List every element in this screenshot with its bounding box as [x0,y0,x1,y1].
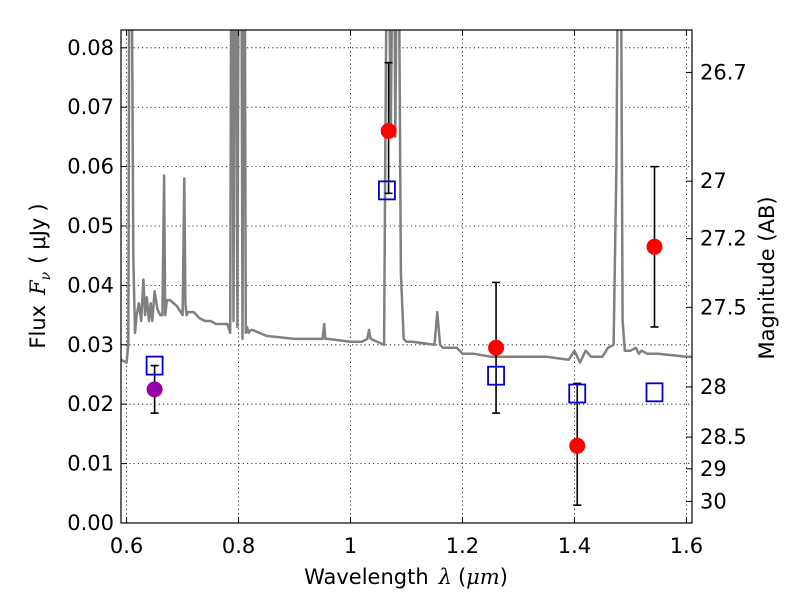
magnitude-tick-label: 30 [700,489,727,513]
model-photometry-square [145,355,164,376]
data-point-circle [488,339,505,356]
y-axis-ticks: 0.00 0.01 0.02 0.03 0.04 0.05 0.06 0.07 0.08 [67,36,127,535]
magnitude-tick-label: 27.5 [700,295,747,319]
y-tick-label: 0.08 [67,36,114,60]
data-markers [145,122,664,454]
x-axis-ticks: 0.6 0.8 1 1.2 1.4 1.6 [110,30,703,558]
y-tick-label: 0.02 [67,392,114,416]
x-tick-label: 1.4 [558,534,591,558]
y-tick-label: 0.04 [67,273,114,297]
magnitude-tick-label: 26.7 [700,60,747,84]
magnitude-tick-label: 28 [700,375,727,399]
x-tick-label: 1.2 [446,534,479,558]
magnitude-tick-label: 27 [700,169,727,193]
y-tick-label: 0.07 [67,95,114,119]
x-tick-label: 1 [344,534,357,558]
grid-lines [121,30,692,524]
error-bars [150,61,659,506]
magnitude-axis-ticks: 26.7 27 27.2 27.5 28 28.5 29 30 [686,60,747,513]
model-spectrum [121,30,692,364]
y-tick-label: 0.05 [67,214,114,238]
data-point-circle [146,381,163,398]
x-tick-label: 1.6 [670,534,703,558]
y-tick-label: 0.01 [67,452,114,476]
y-tick-label: 0.03 [67,333,114,357]
x-tick-label: 0.8 [222,534,255,558]
data-point-circle [380,122,397,139]
plot-frame [120,29,693,524]
y-axis-title: FluxFν(μJy) [26,203,54,348]
magnitude-tick-label: 27.2 [700,227,747,251]
x-tick-label: 0.6 [110,534,143,558]
model-photometry-square [378,180,396,201]
model-photometry-square [645,382,664,403]
data-point-circle [569,437,586,454]
y-tick-label: 0.00 [67,511,114,535]
right-axis-title: Magnitude (AB) [755,196,779,359]
magnitude-tick-label: 29 [700,457,727,481]
model-spectrum-line [121,30,692,364]
model-photometry-square [487,365,505,386]
magnitude-tick-label: 28.5 [700,425,747,449]
x-axis-title: Wavelength λ (μm) [304,565,508,589]
model-photometry-square [568,383,587,404]
data-point-circle [646,238,663,255]
y-tick-label: 0.06 [67,155,114,179]
